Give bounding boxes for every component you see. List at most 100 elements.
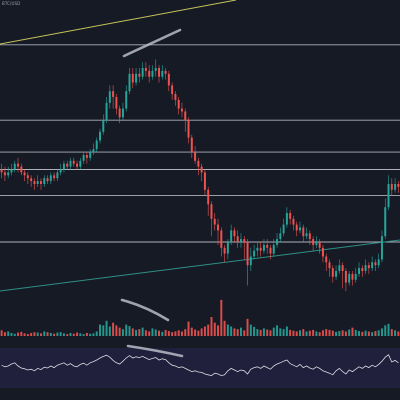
volume-bar: [43, 331, 46, 336]
volume-bar: [335, 331, 338, 336]
volume-bar: [66, 334, 69, 336]
volume-bar: [354, 329, 357, 336]
candle-body: [46, 178, 49, 182]
candle-body: [180, 108, 183, 112]
candle-body: [253, 250, 256, 257]
volume-bar: [33, 332, 36, 336]
candle-body: [99, 131, 101, 141]
candle-body: [0, 169, 3, 173]
candle-body: [174, 94, 177, 100]
volume-bar: [17, 332, 20, 336]
trendlines: [0, 0, 400, 292]
volume-bar: [200, 328, 203, 336]
volume-bar: [69, 332, 72, 336]
candle-body: [167, 73, 170, 86]
volume-bar: [380, 328, 383, 336]
volume-bar: [299, 330, 301, 336]
annotations: [120, 28, 184, 358]
volume-bar: [79, 333, 82, 336]
volume-bar: [180, 331, 183, 336]
volume-bar: [302, 329, 305, 336]
candle-body: [125, 91, 128, 109]
volume-bar: [390, 329, 393, 336]
candle-body: [341, 265, 344, 271]
volume-bar: [292, 330, 295, 336]
candle-body: [7, 172, 10, 176]
volume-bar: [82, 334, 85, 336]
candle-body: [384, 207, 387, 237]
volume-bar: [308, 330, 311, 336]
candle-body: [243, 239, 246, 242]
candle-body: [338, 265, 341, 271]
candle-body: [358, 268, 360, 274]
candle-body: [118, 108, 121, 118]
candle-body: [92, 149, 95, 153]
candle-body: [190, 137, 193, 153]
volume-bar: [125, 324, 128, 336]
volume-bar: [374, 331, 377, 336]
candle-body: [115, 97, 118, 109]
volume-bar: [272, 327, 275, 336]
volume-bar: [148, 331, 151, 336]
volume-bar: [315, 331, 318, 336]
volume-bar: [312, 329, 315, 336]
candle-body: [397, 184, 400, 187]
candle-body: [17, 163, 20, 167]
candle-body: [10, 169, 13, 173]
candle-body: [49, 175, 52, 182]
candle-body: [59, 169, 62, 173]
volume-bar: [121, 329, 124, 336]
candle-body: [374, 262, 377, 266]
volume-bar: [59, 332, 62, 336]
volume-bar: [102, 325, 105, 336]
candle-body: [364, 265, 367, 271]
candle-body: [335, 271, 338, 277]
candle-body: [318, 242, 321, 248]
candle-body: [121, 108, 124, 118]
volume-bar: [151, 328, 154, 336]
volume-bar: [387, 323, 390, 336]
volume-bar: [40, 333, 42, 336]
volume-bar: [285, 326, 288, 336]
candle-body: [380, 236, 383, 260]
rsi-line: [1, 354, 399, 377]
volume-bar: [220, 299, 223, 336]
volume-bar: [249, 324, 252, 336]
volume-bar: [240, 327, 242, 336]
candle-body: [128, 73, 131, 92]
candle-body: [351, 273, 354, 280]
candle-body: [43, 178, 46, 184]
volume-bar: [348, 329, 351, 336]
volume-bar: [230, 326, 233, 336]
candle-body: [23, 172, 26, 176]
candle-body: [82, 155, 85, 161]
candle-body: [276, 239, 279, 245]
candle-body: [187, 120, 190, 138]
volume-bar: [72, 333, 75, 336]
candle-body: [141, 68, 144, 77]
volume-bar: [253, 326, 256, 336]
volume-bar: [46, 332, 49, 336]
candle-body: [331, 268, 334, 277]
rsi-indicator: [1, 354, 399, 377]
volume-bar: [331, 330, 334, 336]
volume-bar: [154, 329, 157, 336]
volume-bar: [282, 329, 285, 336]
candle-body: [394, 184, 397, 190]
volume-bar: [20, 331, 23, 336]
volume-bar: [26, 334, 29, 336]
volume-bar: [138, 329, 141, 336]
volume-bar: [361, 331, 364, 336]
candle-body: [315, 242, 318, 245]
volume-bar: [135, 329, 138, 336]
candle-body: [256, 247, 259, 251]
candle-body: [20, 166, 23, 173]
candle-body: [158, 68, 160, 77]
volume-bar: [364, 330, 367, 336]
candle-body: [79, 160, 82, 167]
candle-body: [302, 227, 305, 237]
volume-bar: [289, 329, 292, 336]
volume-bar: [236, 329, 239, 336]
